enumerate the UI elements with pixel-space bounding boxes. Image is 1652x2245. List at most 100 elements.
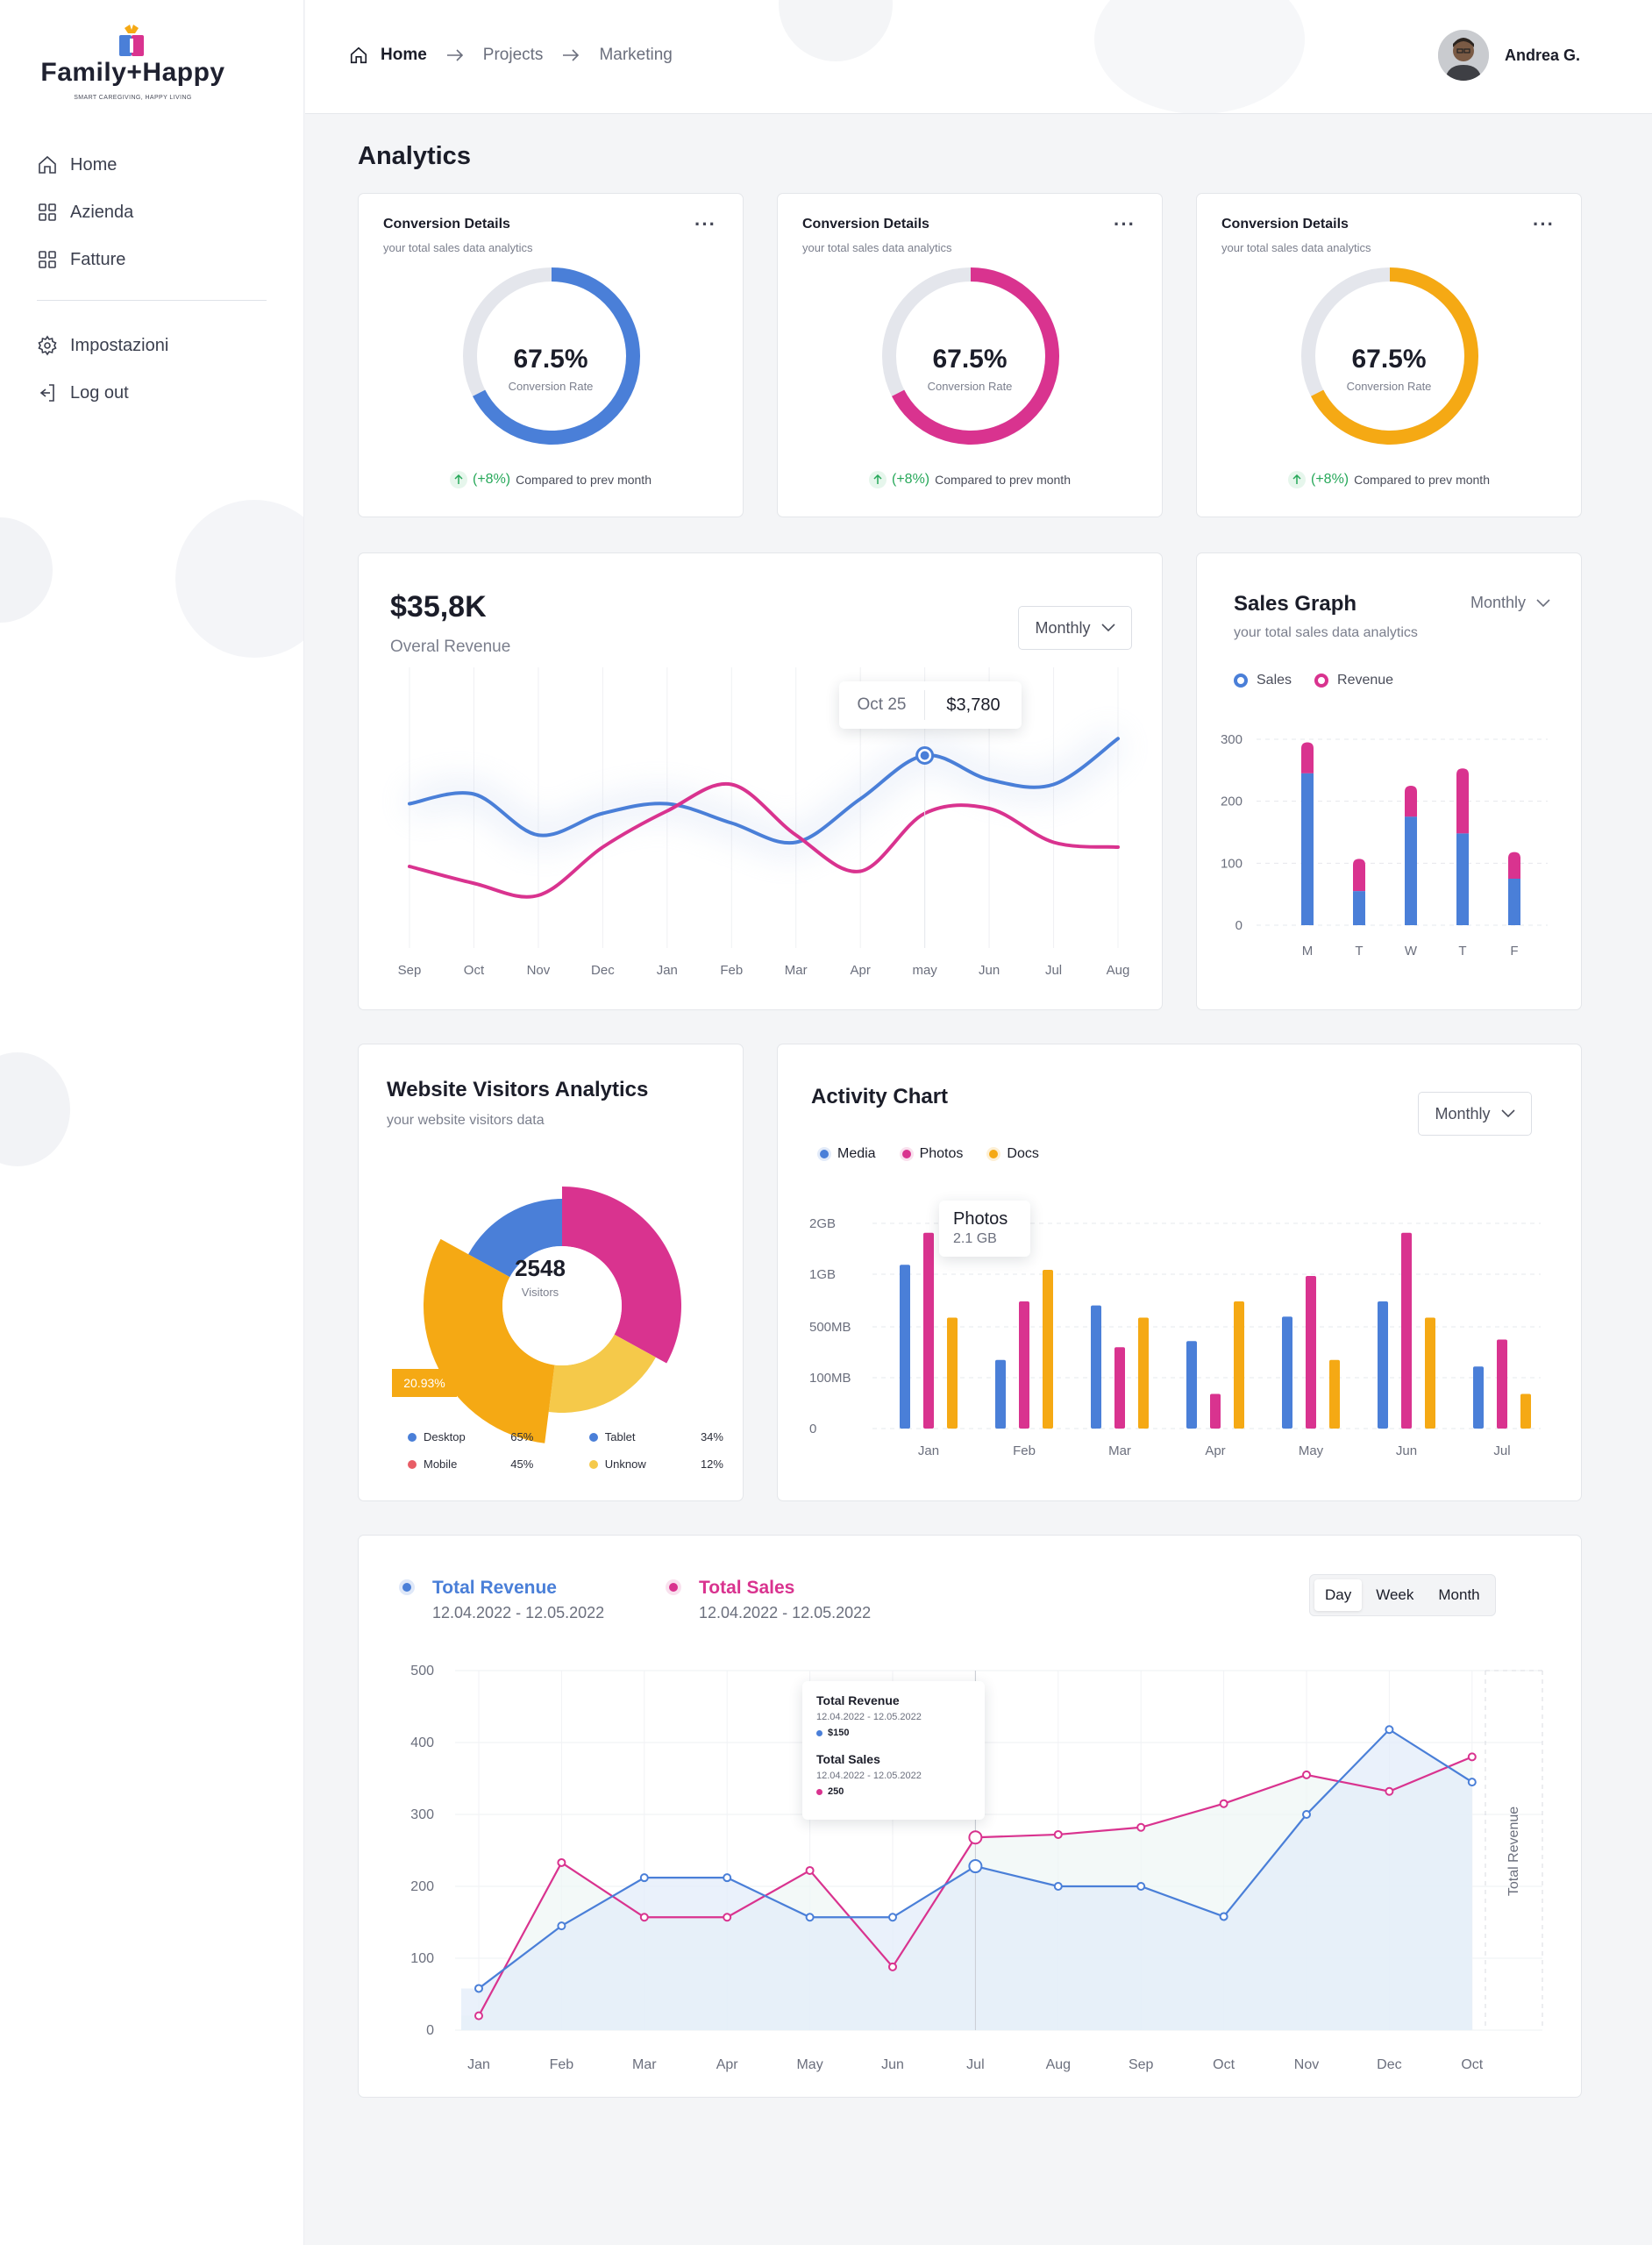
avatar[interactable] — [1437, 30, 1489, 81]
y-tick-label: 200 — [1221, 795, 1243, 809]
user-name: Andrea G. — [1504, 46, 1580, 64]
sidebar-item-home[interactable]: Home — [37, 154, 117, 175]
x-tick-label: Jun — [881, 2057, 904, 2072]
card-subtitle: your total sales data analytics — [1221, 241, 1371, 254]
tab-month[interactable]: Month — [1438, 1586, 1480, 1603]
more-options-icon[interactable]: ··· — [694, 213, 716, 235]
totals-tooltip: Total Revenue 12.04.2022 - 12.05.2022 $1… — [802, 1681, 985, 1820]
sidebar-item-fatture[interactable]: Fatture — [37, 249, 125, 270]
bar-media — [1091, 1305, 1101, 1429]
tab-week[interactable]: Week — [1376, 1586, 1414, 1603]
conversion-value: 67.5% — [1351, 345, 1427, 374]
revenue-label: Overal Revenue — [390, 638, 511, 656]
legend-dot — [408, 1432, 417, 1442]
legend-revenue[interactable]: Revenue — [1314, 673, 1393, 688]
point-revenue — [968, 1859, 983, 1874]
visitors-card: Website Visitors Analytics your website … — [358, 1044, 744, 1501]
more-options-icon[interactable]: ··· — [1533, 213, 1555, 235]
bar-docs — [1138, 1317, 1149, 1429]
conversion-ring — [882, 267, 1059, 445]
legend-dot — [408, 1459, 417, 1469]
period-dropdown[interactable]: Monthly — [1418, 1092, 1532, 1136]
point-sales — [723, 1913, 732, 1922]
tooltip-row: 250 — [816, 1786, 971, 1797]
breadcrumb-home[interactable]: Home — [381, 46, 427, 64]
point-sales — [474, 2011, 483, 2020]
x-tick-label: F — [1510, 944, 1518, 959]
point-sales — [1385, 1786, 1394, 1796]
bar-docs — [1329, 1359, 1340, 1429]
revenue-amount: $35,8K — [390, 590, 487, 624]
series-line — [408, 737, 1120, 845]
legend-docs[interactable]: Docs — [989, 1146, 1039, 1162]
arrow-up-icon — [869, 471, 887, 488]
x-tick-label: Jul — [1045, 963, 1062, 978]
legend-pct: 45% — [510, 1457, 534, 1471]
dropdown-value: Monthly — [1035, 618, 1091, 637]
sidebar-divider — [37, 300, 267, 301]
sidebar-item-impostazioni[interactable]: Impostazioni — [37, 335, 168, 356]
bar-sales — [1301, 773, 1314, 925]
totals-chart: 0 100 200 300 400 500 Jan Feb Mar Apr May Jun Jul Aug… — [410, 1664, 1543, 2072]
x-tick-label: Oct — [464, 963, 485, 978]
sidebar-decoration — [175, 500, 303, 658]
x-tick-label: Dec — [591, 963, 615, 978]
sidebar-item-azienda[interactable]: Azienda — [37, 202, 133, 223]
donut-hole — [502, 1246, 622, 1365]
bar-revenue — [1456, 768, 1469, 834]
point-sales — [639, 1913, 649, 1922]
breadcrumb-projects[interactable]: Projects — [482, 46, 544, 64]
period-dropdown[interactable]: Monthly — [1018, 606, 1132, 650]
tab-day[interactable]: Day — [1314, 1579, 1363, 1611]
arrow-up-icon — [450, 471, 467, 488]
point-sales — [1136, 1822, 1146, 1832]
legend-photos[interactable]: Photos — [901, 1146, 963, 1162]
arrow-up-icon — [1288, 471, 1306, 488]
sidebar-item-label: Impostazioni — [70, 335, 169, 355]
tooltip-row: $150 — [816, 1728, 971, 1738]
point-revenue — [639, 1873, 649, 1883]
point-revenue — [723, 1873, 732, 1883]
y-tick-label: 0 — [809, 1422, 816, 1436]
period-segmented-control: Day Week Month — [1309, 1574, 1496, 1616]
visitors-donut — [423, 1187, 681, 1443]
legend-media[interactable]: Media — [820, 1146, 876, 1162]
point-revenue — [1302, 1810, 1311, 1819]
x-tick-label: Sep — [398, 963, 422, 978]
grid-icon — [39, 203, 56, 221]
user-menu[interactable]: Andrea G. — [1437, 30, 1580, 81]
legend-row: Mobile 45% Unknow 12% — [408, 1457, 723, 1471]
x-tick-label: Feb — [1013, 1443, 1036, 1458]
card-title: Conversion Details — [383, 217, 510, 232]
activity-card: Activity Chart Monthly Media Photos Docs… — [777, 1044, 1582, 1501]
compare-text: Compared to prev month — [935, 473, 1071, 487]
chart-legend: Media Photos Docs — [820, 1146, 1039, 1162]
ring-progress — [892, 267, 1059, 445]
conversion-card-3: Conversion Details your total sales data… — [1196, 193, 1582, 517]
chart-legend: Sales Revenue — [1234, 673, 1393, 688]
legend-dot — [669, 1583, 678, 1592]
legend-dot — [901, 1150, 911, 1158]
x-tick-label: Apr — [716, 2057, 739, 2072]
legend-sales[interactable]: Sales — [1234, 673, 1292, 688]
x-tick-label: Mar — [785, 963, 808, 978]
x-tick-label: May — [796, 2057, 822, 2072]
revenue-tooltip: Oct 25 $3,780 — [839, 681, 1022, 729]
comparison: (+8%) Compared to prev month — [778, 471, 1162, 488]
sidebar-item-logout[interactable]: Log out — [37, 382, 129, 403]
ring-progress — [1311, 267, 1478, 445]
point-sales — [968, 1830, 983, 1845]
legend-dot — [1234, 674, 1248, 688]
series-area — [461, 1729, 1472, 2030]
bar-media — [1282, 1316, 1292, 1429]
conversion-ring — [463, 267, 640, 445]
grid-icon — [39, 251, 56, 268]
donut-slice — [548, 1334, 656, 1413]
tooltip-title: Total Revenue — [816, 1693, 900, 1707]
breadcrumb-marketing[interactable]: Marketing — [599, 46, 673, 64]
ring-center: 67.5% Conversion Rate — [359, 345, 743, 393]
period-dropdown[interactable]: Monthly — [1470, 594, 1550, 612]
more-options-icon[interactable]: ··· — [1114, 213, 1136, 235]
activity-chart: 0 100MB 500MB 1GB 2GB Jan Feb Mar Apr May Jun Jul — [809, 1216, 1541, 1458]
tooltip-range: 12.04.2022 - 12.05.2022 — [816, 1771, 922, 1781]
